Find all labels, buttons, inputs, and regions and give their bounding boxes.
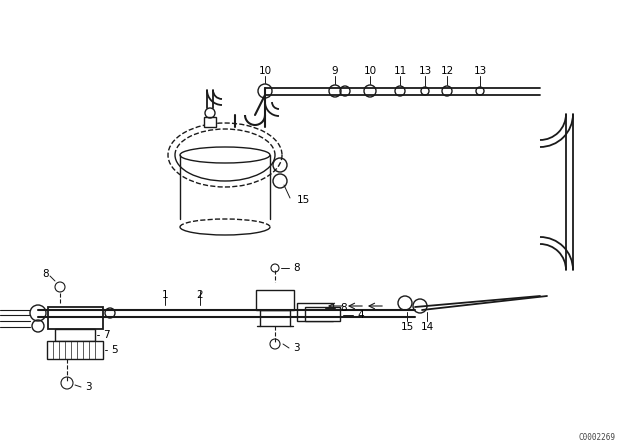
Bar	[55, 329, 95, 341]
Text: 14: 14	[420, 322, 434, 332]
Text: 10: 10	[259, 66, 271, 76]
Text: 3: 3	[293, 343, 300, 353]
Text: 15: 15	[401, 322, 413, 332]
Text: 13: 13	[474, 66, 486, 76]
Bar	[297, 303, 333, 321]
Bar	[305, 307, 340, 321]
Text: 4: 4	[357, 310, 364, 320]
Text: 5: 5	[111, 345, 118, 355]
Text: 15: 15	[297, 195, 310, 205]
Bar	[48, 307, 103, 329]
Text: 13: 13	[419, 66, 431, 76]
Text: 8: 8	[43, 269, 49, 279]
Text: 8: 8	[293, 263, 300, 273]
Text: 9: 9	[332, 66, 339, 76]
Text: 10: 10	[364, 66, 376, 76]
Text: 7: 7	[103, 330, 109, 340]
Text: 11: 11	[394, 66, 406, 76]
Text: C0002269: C0002269	[579, 432, 616, 441]
Text: 12: 12	[440, 66, 454, 76]
Text: 1: 1	[162, 290, 168, 300]
Text: 3: 3	[85, 382, 92, 392]
Bar	[204, 117, 216, 127]
Bar	[47, 341, 103, 359]
Text: 8: 8	[340, 303, 347, 313]
Bar	[256, 290, 294, 310]
Text: 2: 2	[196, 290, 204, 300]
